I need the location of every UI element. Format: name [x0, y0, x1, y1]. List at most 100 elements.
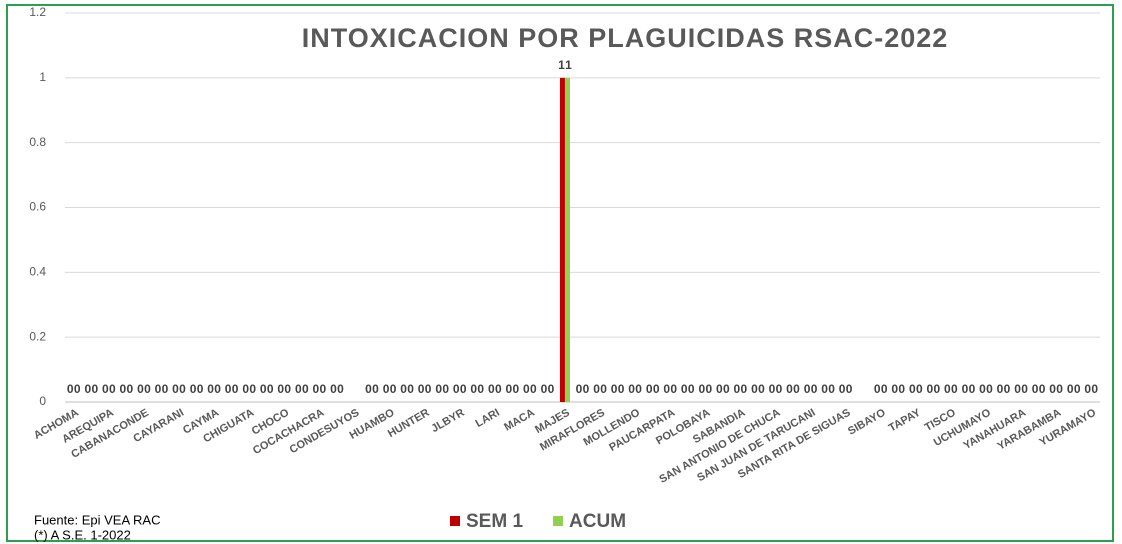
data-label: 0	[1049, 382, 1056, 396]
data-label: 0	[84, 382, 91, 396]
y-tick-label: 1	[39, 70, 46, 84]
data-label: 0	[758, 382, 765, 396]
data-label: 0	[811, 382, 818, 396]
data-label: 0	[225, 382, 232, 396]
y-tick-label: 0.6	[29, 200, 46, 214]
data-label: 0	[600, 382, 607, 396]
data-label: 0	[302, 382, 309, 396]
data-label: 0	[179, 382, 186, 396]
data-label: 0	[505, 382, 512, 396]
data-label: 0	[891, 382, 898, 396]
data-label: 0	[663, 382, 670, 396]
data-label: 0	[839, 382, 846, 396]
data-label: 0	[320, 382, 327, 396]
data-label: 0	[207, 382, 214, 396]
data-label: 0	[997, 382, 1004, 396]
data-label: 0	[242, 382, 249, 396]
data-label: 0	[548, 382, 555, 396]
data-label: 0	[969, 382, 976, 396]
y-tick-label: 0.8	[29, 135, 46, 149]
data-label: 0	[576, 382, 583, 396]
note: (*) A S.E. 1-2022	[34, 527, 131, 542]
data-label: 0	[646, 382, 653, 396]
data-label: 0	[1021, 382, 1028, 396]
data-label: 0	[769, 382, 776, 396]
data-label: 0	[372, 382, 379, 396]
data-label: 0	[1074, 382, 1081, 396]
data-label: 0	[698, 382, 705, 396]
data-label: 0	[172, 382, 179, 396]
data-label: 0	[383, 382, 390, 396]
data-label: 0	[365, 382, 372, 396]
legend-swatch	[553, 516, 564, 526]
bar	[559, 77, 565, 402]
data-label: 0	[618, 382, 625, 396]
y-tick-label: 0.2	[29, 329, 46, 343]
data-label: 0	[232, 382, 239, 396]
data-label: 0	[91, 382, 98, 396]
data-label: 0	[1039, 382, 1046, 396]
data-label: 0	[541, 382, 548, 396]
y-tick-label: 0.4	[29, 265, 46, 279]
data-label: 0	[804, 382, 811, 396]
legend-label: SEM 1	[466, 511, 523, 532]
data-label: 0	[523, 382, 530, 396]
data-label: 0	[530, 382, 537, 396]
data-label: 0	[635, 382, 642, 396]
data-label: 0	[821, 382, 828, 396]
data-label: 0	[846, 382, 853, 396]
data-label: 0	[249, 382, 256, 396]
data-label: 0	[162, 382, 169, 396]
data-label: 0	[734, 382, 741, 396]
data-label: 0	[979, 382, 986, 396]
data-label: 0	[295, 382, 302, 396]
data-label: 0	[407, 382, 414, 396]
data-label: 0	[330, 382, 337, 396]
data-label: 0	[390, 382, 397, 396]
note: Fuente: Epi VEA RAC	[34, 512, 160, 527]
data-label: 0	[934, 382, 941, 396]
data-label: 0	[453, 382, 460, 396]
data-label: 0	[190, 382, 197, 396]
data-label: 0	[337, 382, 344, 396]
data-label: 0	[716, 382, 723, 396]
data-label: 0	[681, 382, 688, 396]
data-label: 0	[962, 382, 969, 396]
data-label: 0	[1004, 382, 1011, 396]
data-label: 0	[944, 382, 951, 396]
y-tick-label: 0	[39, 394, 46, 408]
data-label: 0	[284, 382, 291, 396]
data-label: 0	[418, 382, 425, 396]
data-label: 0	[583, 382, 590, 396]
data-label: 0	[916, 382, 923, 396]
data-label: 0	[909, 382, 916, 396]
legend-label: ACUM	[569, 511, 626, 532]
data-label: 0	[593, 382, 600, 396]
legend-swatch	[450, 516, 460, 526]
data-label: 0	[470, 382, 477, 396]
data-label: 0	[512, 382, 519, 396]
data-label: 0	[109, 382, 116, 396]
data-label: 0	[986, 382, 993, 396]
data-label: 0	[495, 382, 502, 396]
data-label: 0	[1084, 382, 1091, 396]
data-label: 0	[1067, 382, 1074, 396]
data-label: 0	[442, 382, 449, 396]
data-label: 0	[197, 382, 204, 396]
data-label: 0	[793, 382, 800, 396]
data-label: 0	[67, 382, 74, 396]
data-label: 0	[267, 382, 274, 396]
data-label: 0	[155, 382, 162, 396]
data-label: 0	[460, 382, 467, 396]
data-label: 0	[786, 382, 793, 396]
data-label: 0	[628, 382, 635, 396]
data-label: 1	[558, 58, 565, 72]
data-label: 0	[425, 382, 432, 396]
data-label: 0	[214, 382, 221, 396]
data-label: 0	[1091, 382, 1098, 396]
bar	[564, 77, 570, 402]
data-label: 0	[127, 382, 134, 396]
data-label: 0	[120, 382, 127, 396]
data-label: 0	[477, 382, 484, 396]
data-label: 0	[741, 382, 748, 396]
